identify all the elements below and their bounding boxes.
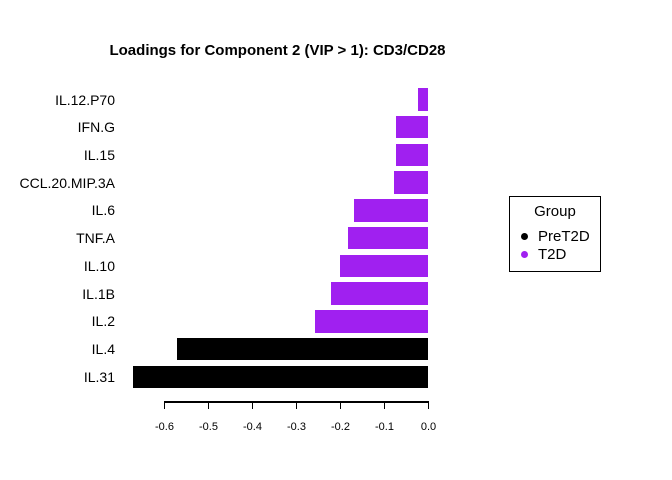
x-axis-tick-6	[427, 401, 430, 409]
legend-marker-icon-pret2d	[521, 232, 528, 240]
bar-il-6	[353, 199, 429, 222]
legend-box: Group PreT2D T2D	[509, 196, 601, 272]
legend-title: Group	[534, 203, 576, 220]
bar-ccl-20-mip-3a	[394, 171, 429, 194]
bar-il-4	[177, 337, 429, 361]
bar-il-10	[339, 254, 429, 278]
bar-il-31	[133, 365, 429, 388]
category-label-il-31: IL.31	[83, 368, 115, 385]
category-label-il-1b: IL.1B	[82, 285, 115, 302]
x-axis-tick-4	[339, 401, 342, 409]
category-label-il-15: IL.15	[83, 146, 115, 163]
x-axis-tick-label-4: -0.2	[331, 421, 350, 433]
bar-il-15	[395, 143, 429, 167]
category-label-il-2: IL.2	[91, 313, 115, 330]
category-label-il-4: IL.4	[91, 341, 115, 358]
x-axis-tick-label-3: -0.3	[287, 421, 306, 433]
x-axis-tick-3	[295, 401, 298, 409]
legend-items: PreT2D T2D	[510, 227, 600, 263]
x-axis-tick-0	[163, 401, 166, 409]
category-label-il-6: IL.6	[91, 202, 115, 219]
category-label-ifn-g: IFN.G	[77, 119, 115, 136]
category-label-il-10: IL.10	[83, 257, 115, 274]
x-axis-tick-5	[383, 401, 386, 409]
category-label-il-12-p70: IL.12.P70	[55, 91, 115, 108]
bar-il-1b	[330, 282, 429, 305]
bar-tnf-a	[347, 226, 429, 250]
chart-title: Loadings for Component 2 (VIP > 1): CD3/…	[109, 42, 446, 59]
legend-label-pret2d: PreT2D	[538, 227, 590, 245]
x-axis-tick-label-1: -0.5	[199, 421, 218, 433]
legend-item-t2d: T2D	[510, 245, 600, 263]
category-label-tnf-a: TNF.A	[76, 230, 115, 247]
x-axis-tick-1	[207, 401, 210, 409]
legend-marker-icon-t2d	[521, 250, 528, 258]
x-axis-tick-label-2: -0.4	[243, 421, 262, 433]
x-axis-tick-label-5: -0.1	[375, 421, 394, 433]
x-axis-tick-label-6: 0.0	[420, 421, 437, 433]
bar-il-12-p70	[417, 88, 429, 111]
category-label-ccl-20-mip-3a: CCL.20.MIP.3A	[19, 174, 115, 191]
legend-label-t2d: T2D	[538, 245, 567, 263]
legend-item-pret2d: PreT2D	[510, 227, 600, 245]
x-axis-tick-label-0: -0.6	[155, 421, 174, 433]
bar-ifn-g	[395, 116, 429, 139]
bar-il-2	[315, 310, 429, 333]
x-axis-tick-2	[251, 401, 254, 409]
